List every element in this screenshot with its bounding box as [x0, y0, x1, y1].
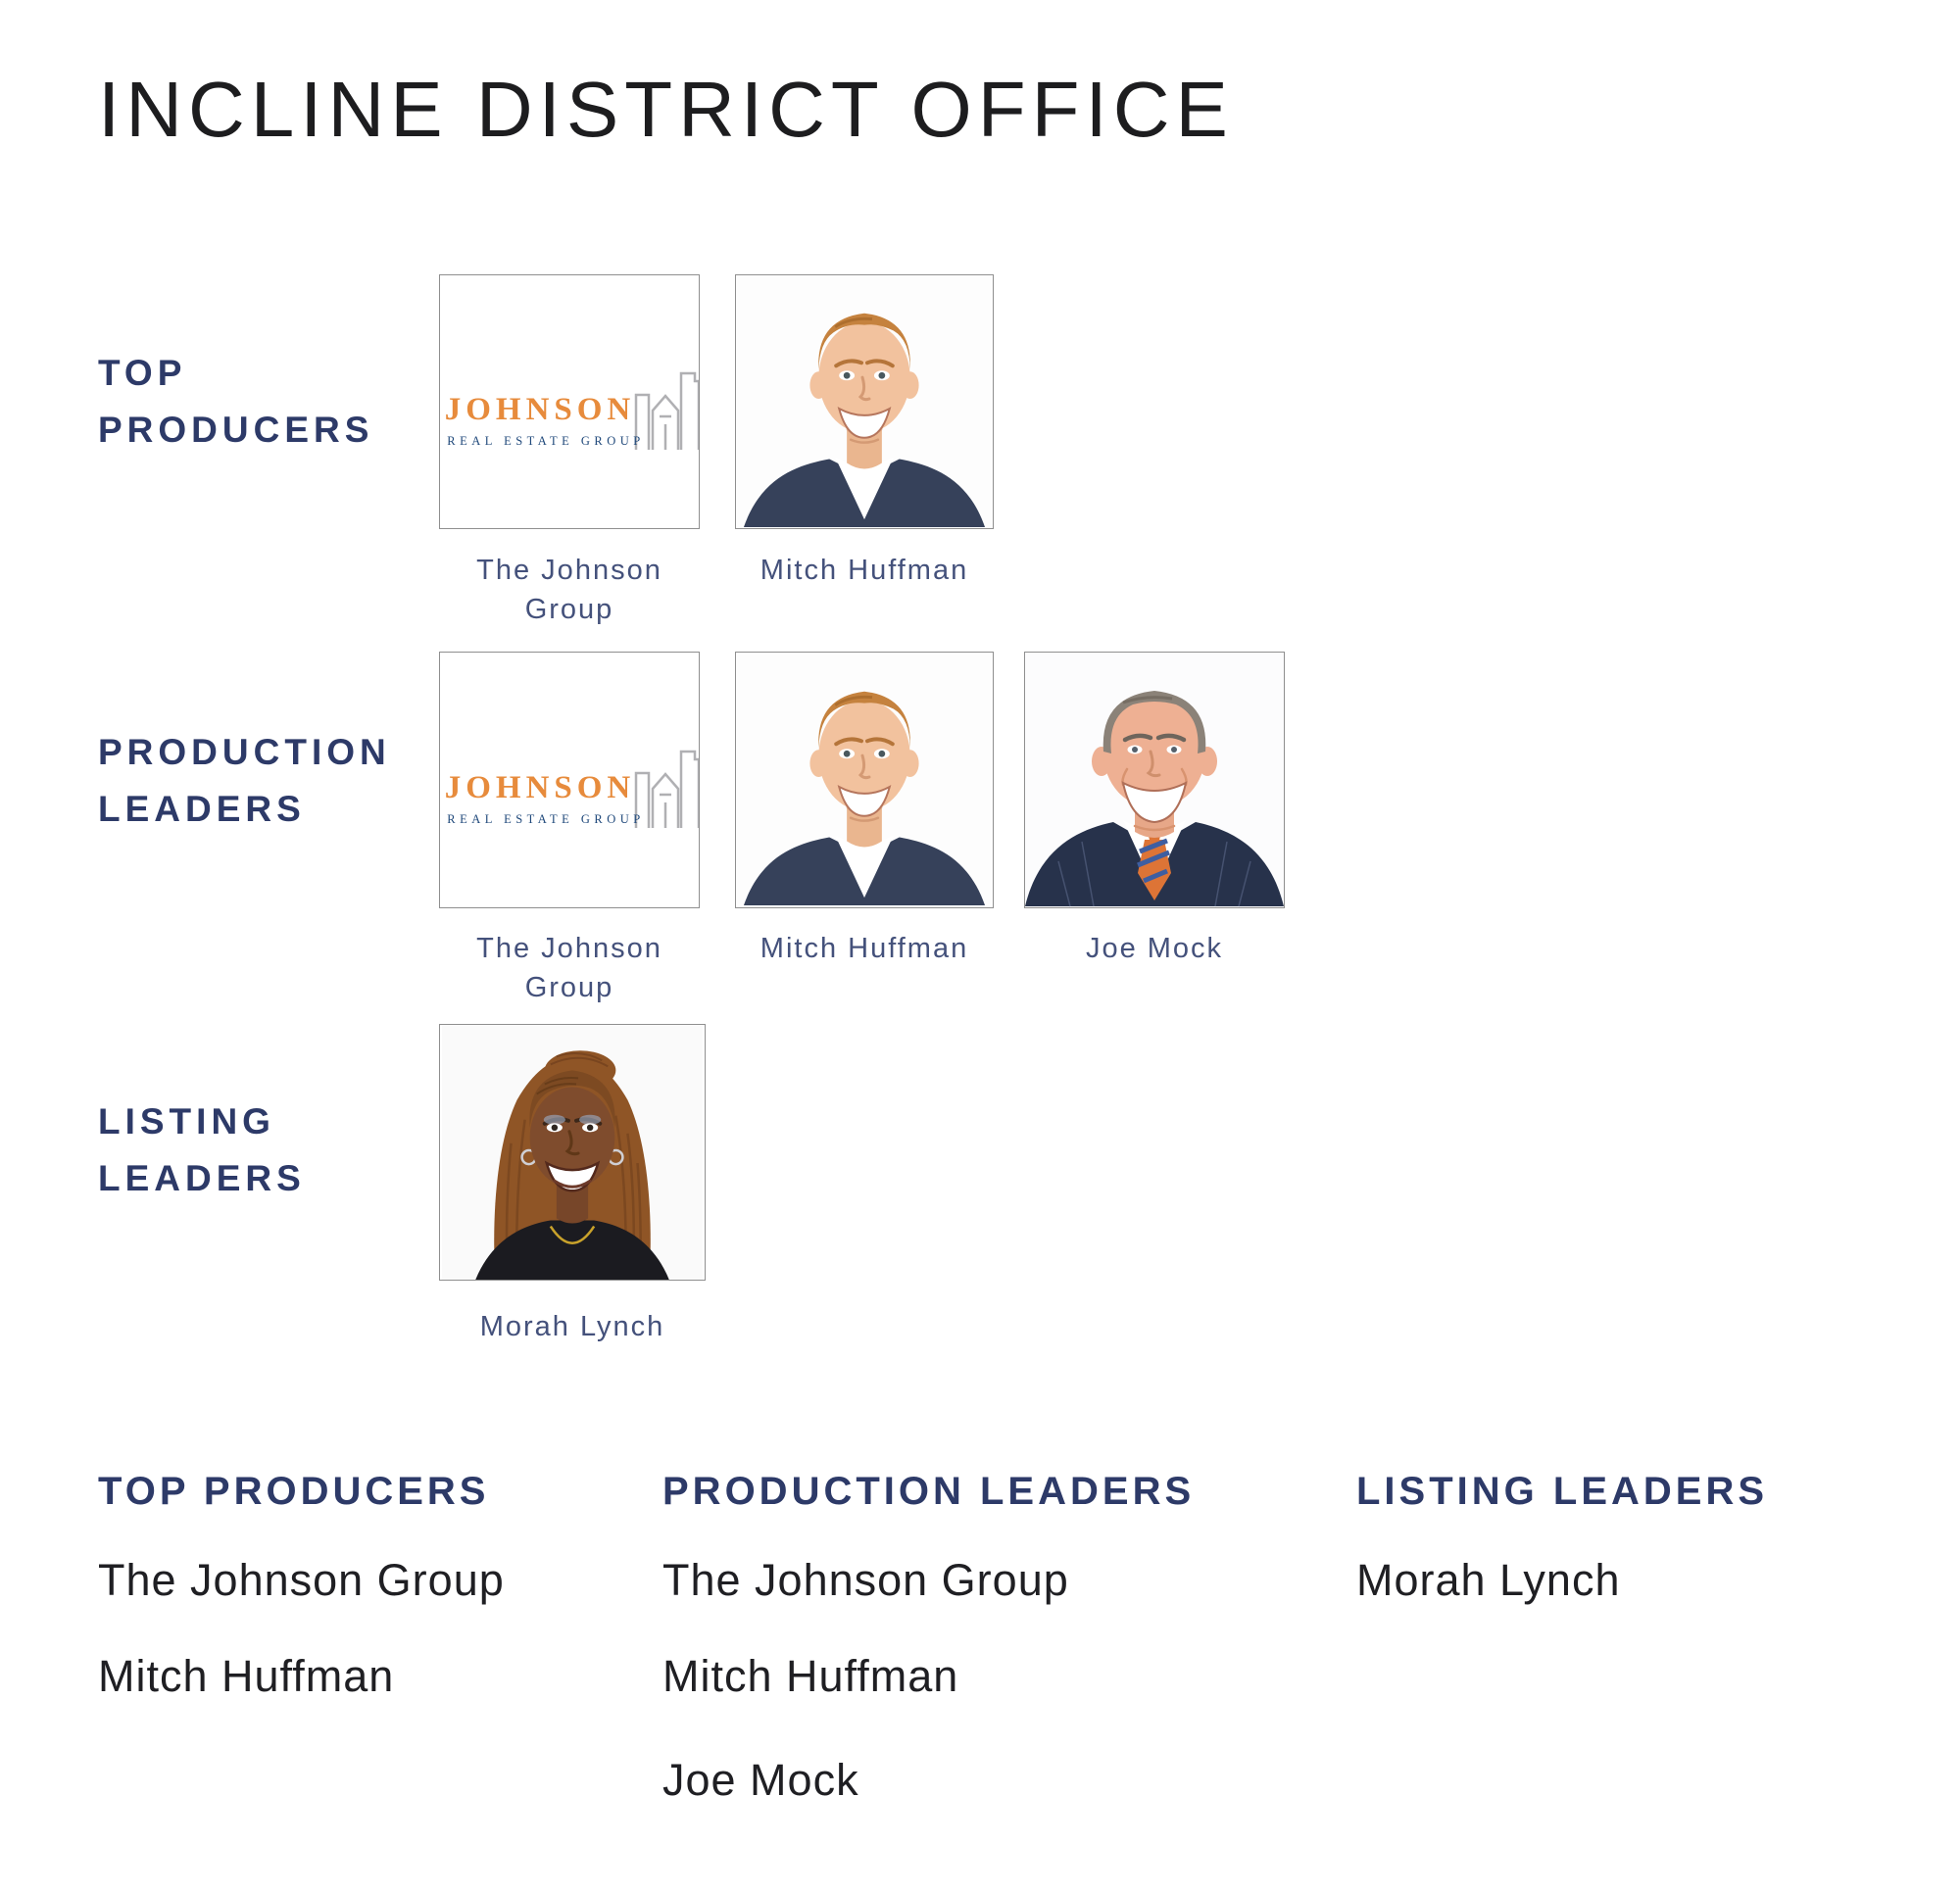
portrait-joe-mock — [1025, 654, 1284, 907]
member-card-joe-mock — [1024, 652, 1285, 908]
section-label-top-producers: TOP PRODUCERS — [98, 345, 431, 459]
summary-header-production-leaders: PRODUCTION LEADERS — [662, 1470, 1196, 1513]
summary-item: Mitch Huffman — [662, 1651, 959, 1701]
logo-wordmark: JOHNSON — [445, 770, 636, 805]
section-label-line: TOP — [98, 353, 187, 393]
buildings-icon — [634, 371, 699, 450]
member-card-mitch-huffman — [735, 652, 994, 908]
member-caption: The Johnson Group — [476, 555, 662, 625]
summary-item: The Johnson Group — [98, 1555, 505, 1605]
logo-wordmark: JOHNSON — [445, 392, 636, 427]
member-card-johnson-group: JOHNSON REAL ESTATE GROUP — [439, 652, 700, 908]
summary-item: The Johnson Group — [662, 1555, 1069, 1605]
section-label-production-leaders: PRODUCTION LEADERS — [98, 724, 431, 838]
member-card-morah-lynch — [439, 1024, 706, 1281]
portrait-mitch-huffman — [736, 275, 993, 528]
section-label-line: PRODUCTION — [98, 732, 391, 772]
member-caption: Mitch Huffman — [760, 933, 969, 964]
summary-header-listing-leaders: LISTING LEADERS — [1356, 1470, 1769, 1513]
member-card-mitch-huffman — [735, 274, 994, 529]
buildings-icon — [634, 750, 699, 828]
summary-item: Morah Lynch — [1356, 1555, 1621, 1605]
logo-tagline: REAL ESTATE GROUP — [447, 434, 644, 448]
section-label-line: LEADERS — [98, 1158, 306, 1198]
section-label-line: PRODUCERS — [98, 410, 374, 450]
section-label-line: LEADERS — [98, 789, 306, 829]
section-label-line: LISTING — [98, 1101, 275, 1141]
section-label-listing-leaders: LISTING LEADERS — [98, 1093, 431, 1207]
member-caption: Mitch Huffman — [760, 555, 969, 586]
member-caption: Morah Lynch — [479, 1311, 665, 1342]
logo-background — [440, 275, 699, 528]
member-caption: The Johnson Group — [476, 933, 662, 1003]
johnson-group-logo: JOHNSON REAL ESTATE GROUP — [440, 654, 699, 906]
portrait-morah-lynch — [441, 1025, 704, 1280]
summary-header-top-producers: TOP PRODUCERS — [98, 1470, 490, 1513]
summary-item: Joe Mock — [662, 1755, 859, 1805]
logo-background — [440, 654, 699, 906]
portrait-mitch-huffman — [736, 654, 993, 906]
summary-item: Mitch Huffman — [98, 1651, 395, 1701]
logo-tagline: REAL ESTATE GROUP — [447, 812, 644, 826]
page-title: INCLINE DISTRICT OFFICE — [98, 66, 1234, 153]
member-card-johnson-group: JOHNSON REAL ESTATE GROUP — [439, 274, 700, 529]
member-caption: Joe Mock — [1085, 933, 1224, 964]
johnson-group-logo: JOHNSON REAL ESTATE GROUP — [440, 275, 699, 528]
